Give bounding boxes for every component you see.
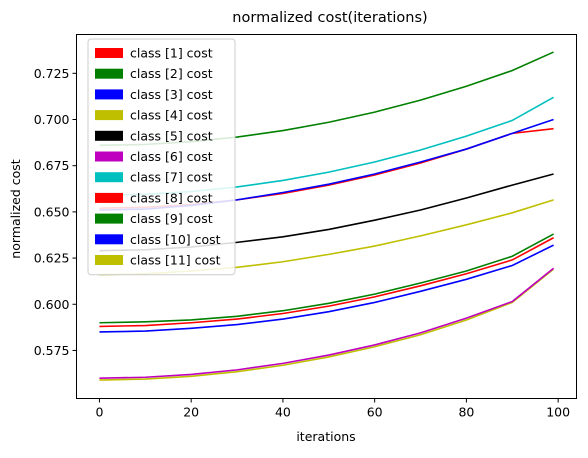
- series-line-8: [99, 237, 554, 328]
- legend-label: class [9] cost: [130, 211, 213, 226]
- y-tick-label: 0.575: [34, 343, 70, 358]
- legend-swatch: [95, 255, 123, 265]
- legend-swatch: [95, 89, 123, 100]
- legend-label: class [6] cost: [130, 149, 213, 164]
- legend-label: class [5] cost: [130, 128, 213, 143]
- y-tick-label: 0.625: [34, 251, 70, 266]
- x-tick-label: 40: [275, 405, 291, 420]
- legend-swatch: [95, 68, 123, 79]
- legend-swatch: [95, 213, 123, 224]
- legend-label: class [7] cost: [130, 170, 213, 185]
- y-tick-label: 0.725: [34, 66, 70, 81]
- legend-label: class [10] cost: [130, 232, 221, 247]
- x-tick-label: 80: [458, 405, 474, 420]
- plot-frame: [76, 34, 577, 399]
- series-line-4: [99, 268, 555, 381]
- legend-frame: [87, 38, 236, 276]
- x-tick-label: 100: [546, 405, 570, 420]
- legend-label: class [1] cost: [130, 46, 213, 61]
- legend-swatch: [95, 130, 123, 141]
- legend-swatch: [95, 192, 123, 203]
- legend-swatch: [95, 110, 123, 121]
- y-tick-label: 0.600: [34, 297, 70, 312]
- legend-label: class [8] cost: [130, 190, 213, 205]
- series-line-9: [99, 233, 554, 324]
- legend-label: class [2] cost: [130, 66, 213, 81]
- legend-label: class [11] cost: [130, 253, 221, 268]
- x-tick-label: 60: [367, 405, 383, 420]
- legend: class [1] cost class [2] cost class [3] co…: [87, 38, 236, 276]
- series-line-10: [99, 244, 554, 333]
- legend-label: class [3] cost: [130, 87, 213, 102]
- y-tick-label: 0.675: [34, 158, 70, 173]
- chart-title: normalized cost(iterations): [232, 10, 427, 26]
- x-tick-label: 0: [95, 405, 103, 420]
- x-axis-label: iterations: [296, 429, 355, 444]
- axes: 0 20 40 60 80 100 0.575 0.600 0.625 0.650 0.675 0.7…: [34, 66, 570, 420]
- legend-swatch: [95, 234, 123, 245]
- y-axis-label: normalized cost: [8, 159, 23, 258]
- legend-swatch: [95, 172, 123, 183]
- legend-swatch: [95, 48, 123, 58]
- y-tick-label: 0.700: [34, 112, 70, 127]
- series-line-6: [99, 267, 555, 379]
- legend-label: class [4] cost: [130, 108, 213, 123]
- legend-swatch: [95, 151, 123, 162]
- y-tick-label: 0.650: [34, 204, 70, 219]
- x-tick-label: 20: [183, 405, 199, 420]
